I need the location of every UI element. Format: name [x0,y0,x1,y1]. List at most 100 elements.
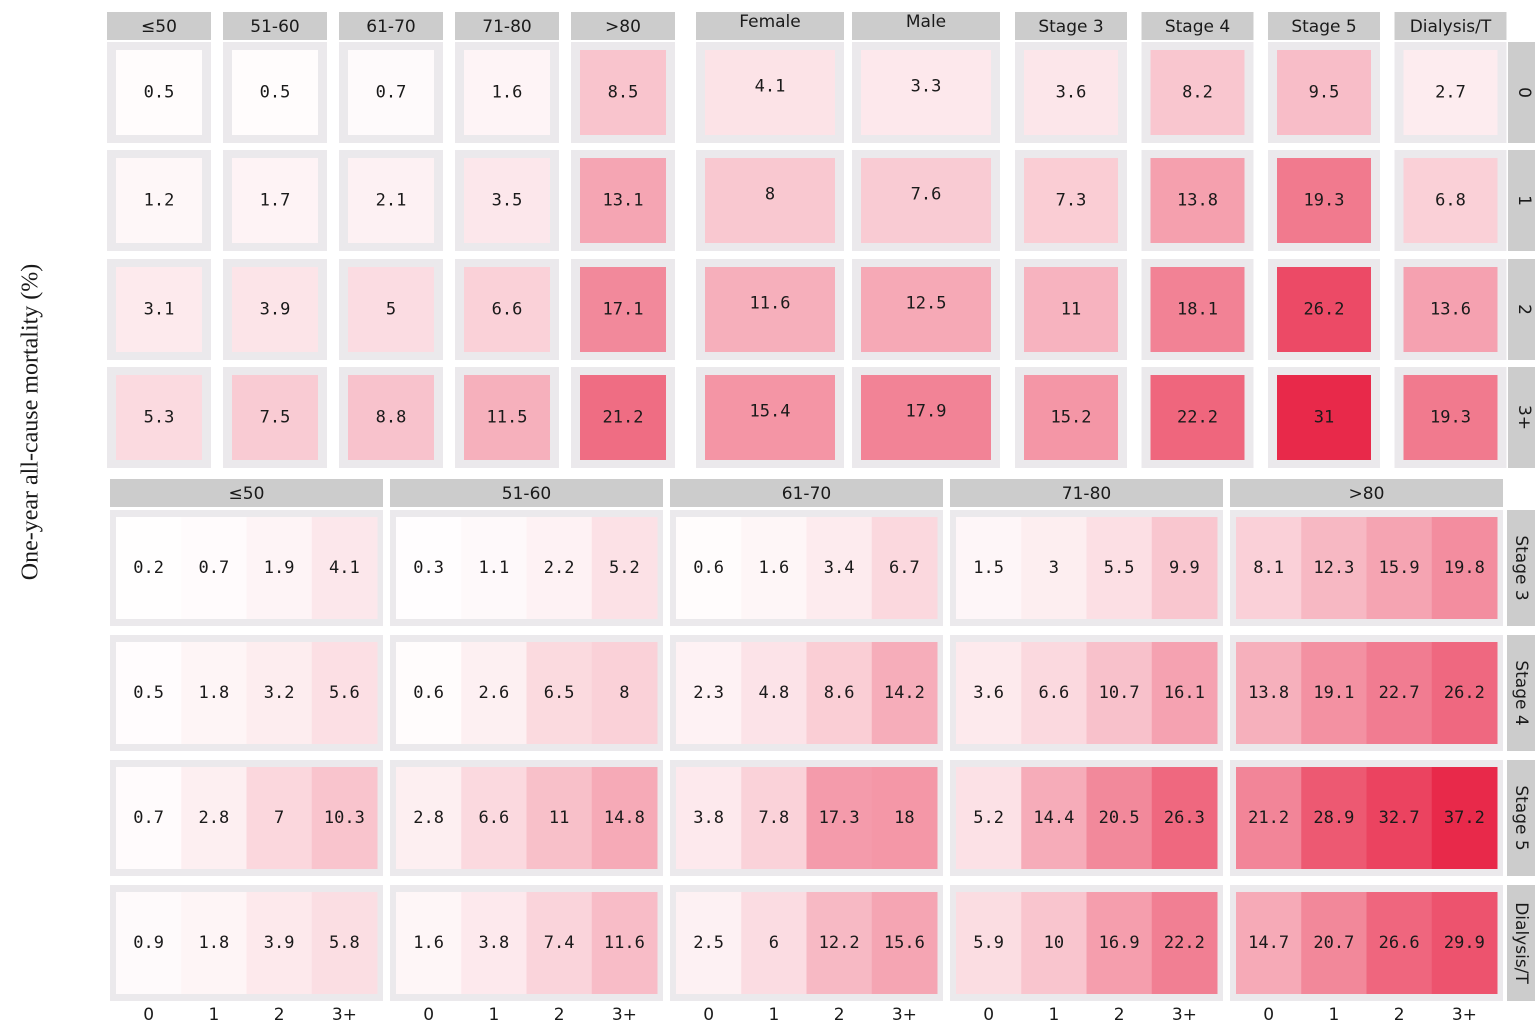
x-tick-label: 0 [983,1005,994,1025]
cell [311,892,378,994]
cell [806,892,873,994]
cell [181,767,247,869]
cell [246,767,313,869]
value-label: 17.1 [603,300,644,320]
value-label: 11 [549,808,569,828]
column-label: Stage 3 [1038,17,1103,37]
column-panel-label: 71-80 [1062,484,1111,504]
value-label: 7.3 [1056,191,1087,211]
value-label: 14.7 [1248,933,1289,953]
x-tick-label: 3+ [612,1005,637,1025]
cell [741,767,807,869]
cell [181,517,247,619]
value-label: 5.2 [609,558,640,578]
cell [464,375,550,460]
cell [1301,892,1367,994]
cell [1301,517,1367,619]
value-label: 2.6 [479,683,510,703]
value-label: 0.7 [376,83,407,103]
value-label: 18 [894,808,914,828]
value-label: 1.9 [264,558,295,578]
x-tick-label: 2 [1394,1005,1405,1025]
value-label: 19.8 [1444,558,1485,578]
value-label: 15.9 [1379,558,1420,578]
value-label: 19.3 [1304,191,1345,211]
cell [1086,892,1153,994]
value-label: 13.1 [603,191,644,211]
strip [1508,150,1535,251]
strip [1508,367,1535,468]
value-label: 1.5 [973,558,1004,578]
row-panel-label: Stage 4 [1511,660,1531,725]
value-label: 3.8 [479,933,510,953]
cell [526,642,593,744]
cell [1277,267,1371,352]
value-label: 22.7 [1379,683,1420,703]
cell [806,642,873,744]
cell [1236,767,1302,869]
value-label: 10.7 [1099,683,1140,703]
column-label: Stage 5 [1291,17,1356,37]
cell [1151,892,1218,994]
value-label: 1.8 [199,683,230,703]
value-label: 16.1 [1164,683,1205,703]
x-tick-label: 3+ [1452,1005,1477,1025]
value-label: 0.5 [133,683,164,703]
cell [1024,158,1118,243]
value-label: 15.4 [750,402,791,422]
value-label: 5.5 [1104,558,1135,578]
cell [676,892,742,994]
cell [461,767,527,869]
strip [1508,259,1535,360]
strip [223,12,327,40]
value-label: 22.2 [1177,408,1218,428]
cell [1086,517,1153,619]
cell [1086,642,1153,744]
value-label: 0.5 [260,83,291,103]
cell [116,892,182,994]
value-label: 0.6 [693,558,724,578]
x-tick-label: 2 [554,1005,565,1025]
strip [110,479,383,507]
value-label: 0.3 [413,558,444,578]
value-label: 6 [769,933,779,953]
value-label: 11.6 [604,933,645,953]
cell [1366,642,1433,744]
value-label: 14.4 [1033,808,1074,828]
cell [676,767,742,869]
value-label: 1.8 [199,933,230,953]
x-tick-label: 1 [488,1005,499,1025]
value-label: 7.5 [260,408,291,428]
value-label: 2.7 [1435,83,1466,103]
value-label: 2.3 [693,683,724,703]
value-label: 12.3 [1313,558,1354,578]
cell [1431,767,1498,869]
value-label: 6.5 [544,683,575,703]
value-label: 12.5 [906,294,947,314]
column-label: >80 [605,17,641,37]
x-tick-label: 3+ [1172,1005,1197,1025]
value-label: 4.1 [755,77,786,97]
cell [705,158,835,243]
cell [116,517,182,619]
column-panel-label: ≤50 [229,484,265,504]
cell [871,892,938,994]
cell [396,892,462,994]
row-panel-label: Stage 3 [1511,535,1531,600]
value-label: 11 [1061,300,1081,320]
strip [1394,12,1507,40]
value-label: 2.2 [544,558,575,578]
cell [1151,642,1218,744]
cell [1277,375,1371,460]
cell [580,50,666,135]
value-label: 0.9 [133,933,164,953]
value-label: 2.5 [693,933,724,953]
cell [1151,517,1218,619]
column-label: Male [906,12,946,32]
value-label: 32.7 [1379,808,1420,828]
cell [1403,50,1498,135]
cell [861,375,991,460]
value-label: 0.7 [199,558,230,578]
value-label: 18.1 [1177,300,1218,320]
cell [1151,767,1218,869]
